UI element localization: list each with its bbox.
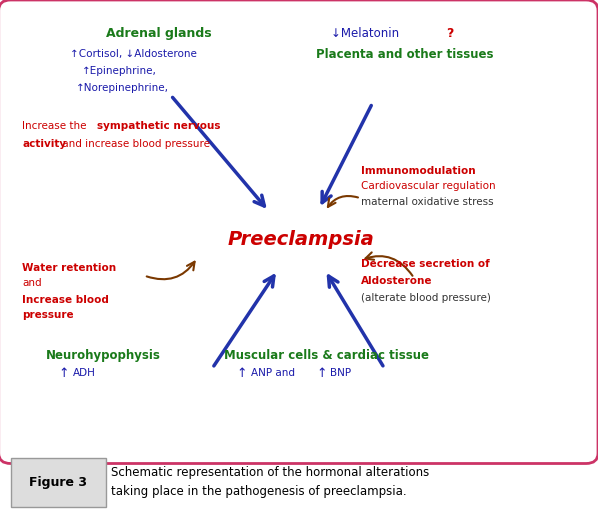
Text: Water retention: Water retention <box>23 263 117 273</box>
FancyBboxPatch shape <box>11 458 105 507</box>
Text: and: and <box>23 278 42 288</box>
Text: ADH: ADH <box>73 368 96 379</box>
Text: Decrease secretion of: Decrease secretion of <box>361 259 489 269</box>
Text: sympathetic nervous: sympathetic nervous <box>97 121 220 131</box>
Text: Adrenal glands: Adrenal glands <box>105 27 211 40</box>
Text: ANP and: ANP and <box>251 368 298 379</box>
Text: Figure 3: Figure 3 <box>29 476 87 489</box>
Text: Increase blood: Increase blood <box>23 295 109 305</box>
Text: Placenta and other tissues: Placenta and other tissues <box>316 47 494 61</box>
Text: BNP: BNP <box>330 368 351 379</box>
Text: and increase blood pressure: and increase blood pressure <box>59 139 210 149</box>
Text: ↑: ↑ <box>236 367 246 380</box>
Text: Immunomodulation: Immunomodulation <box>361 166 475 176</box>
Text: maternal oxidative stress: maternal oxidative stress <box>361 197 493 207</box>
Text: Schematic representation of the hormonal alterations: Schematic representation of the hormonal… <box>111 466 430 479</box>
Text: activity: activity <box>23 139 66 149</box>
Text: ↑Norepinephrine,: ↑Norepinephrine, <box>76 82 169 93</box>
Text: ↑: ↑ <box>316 367 327 380</box>
Text: Aldosterone: Aldosterone <box>361 276 432 286</box>
Text: Muscular cells & cardiac tissue: Muscular cells & cardiac tissue <box>224 349 429 362</box>
Text: ↑Epinephrine,: ↑Epinephrine, <box>82 66 157 76</box>
Text: ↑: ↑ <box>58 367 69 380</box>
Text: Cardiovascular regulation: Cardiovascular regulation <box>361 181 495 192</box>
Text: ?: ? <box>446 27 453 40</box>
Text: pressure: pressure <box>23 310 74 320</box>
FancyBboxPatch shape <box>0 0 598 464</box>
Text: ↓Melatonin: ↓Melatonin <box>331 27 403 40</box>
Text: Neurohypophysis: Neurohypophysis <box>46 349 161 362</box>
Text: ↑Cortisol, ↓Aldosterone: ↑Cortisol, ↓Aldosterone <box>70 49 197 59</box>
Text: Preeclampsia: Preeclampsia <box>228 230 375 249</box>
Text: taking place in the pathogenesis of preeclampsia.: taking place in the pathogenesis of pree… <box>111 485 407 499</box>
Text: (alterate blood pressure): (alterate blood pressure) <box>361 293 490 303</box>
Text: Increase the: Increase the <box>23 121 90 131</box>
